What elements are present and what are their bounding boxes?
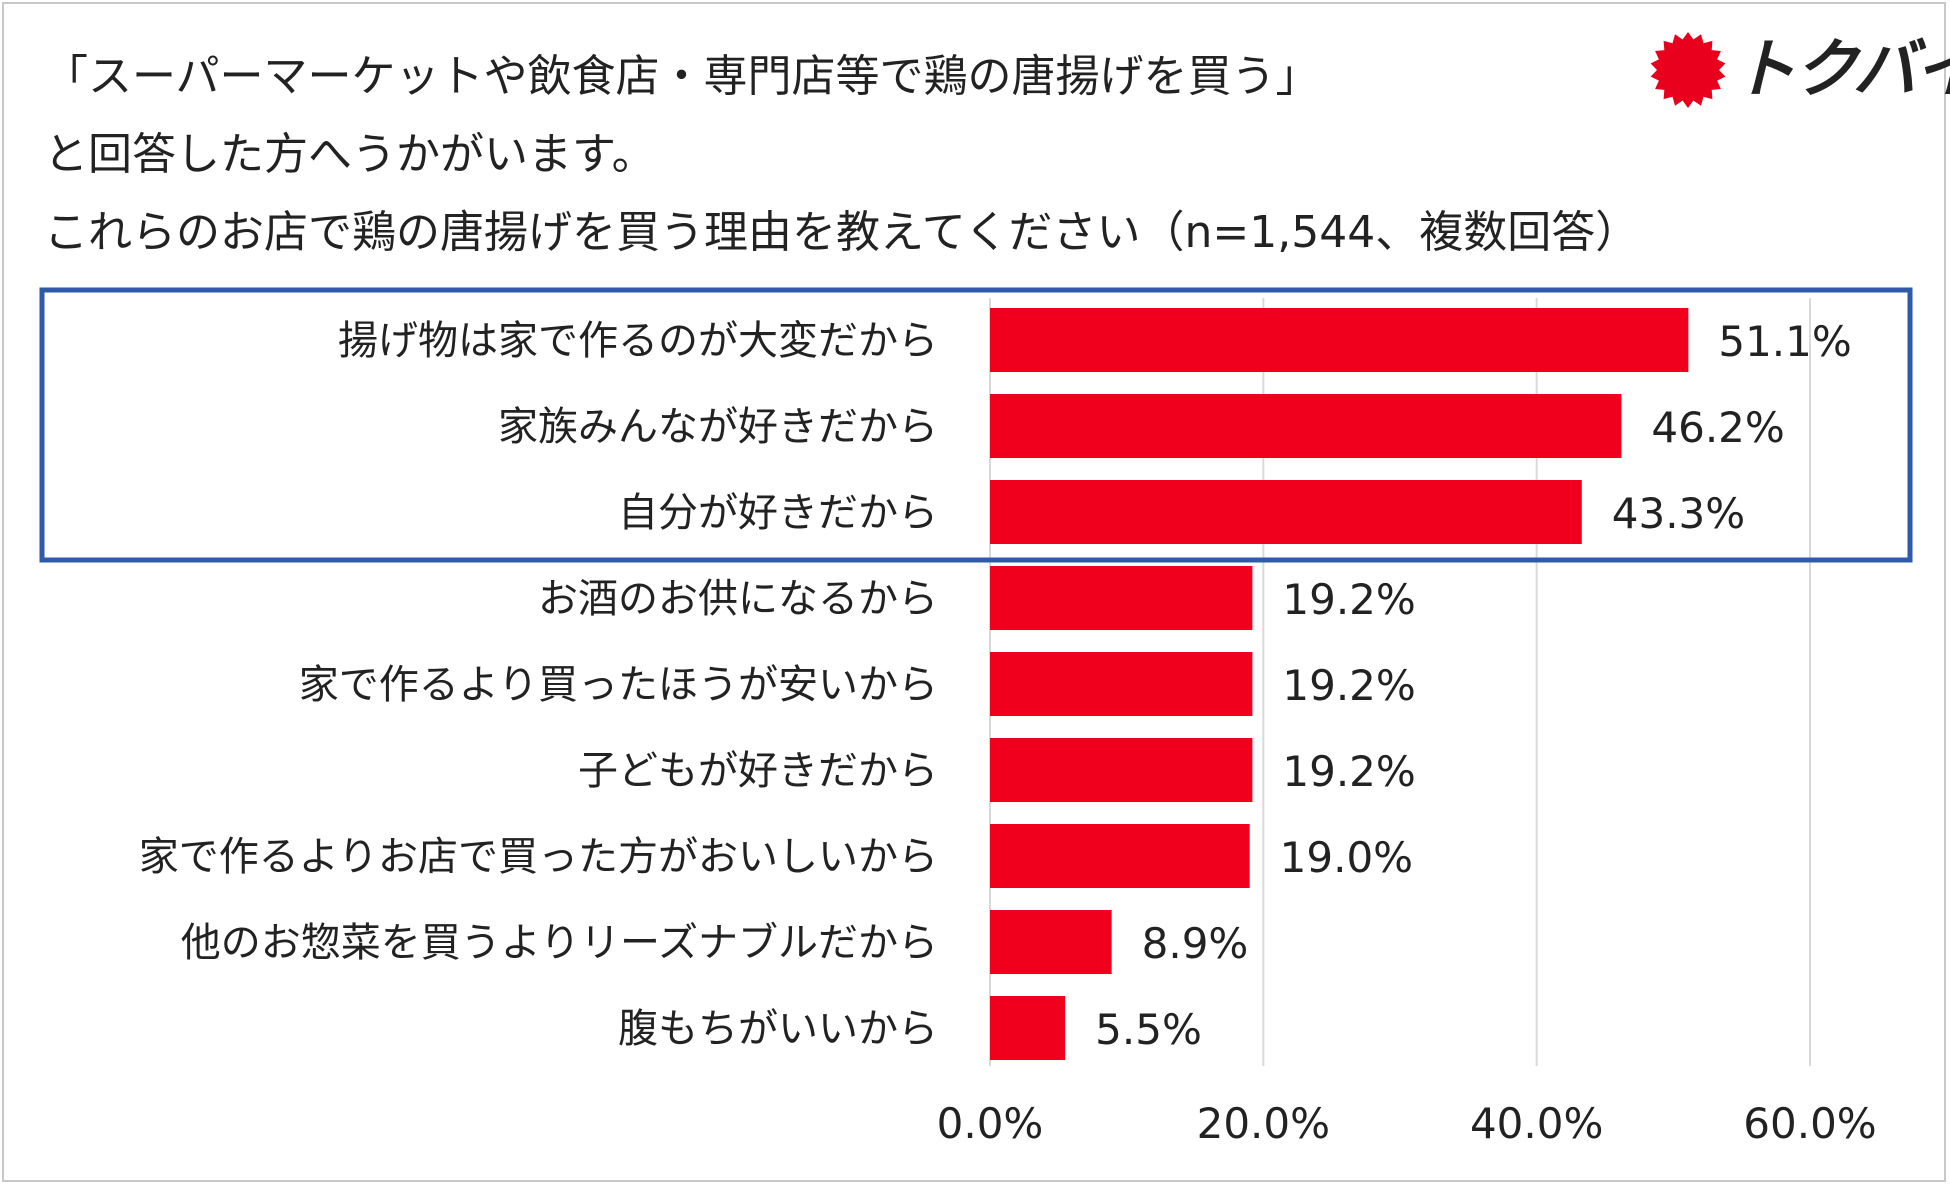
sun-burst-shape: [1650, 32, 1726, 108]
category-label: 家で作るより買ったほうが安いから: [299, 662, 938, 708]
data-label: 46.2%: [1651, 403, 1784, 452]
data-label: 19.2%: [1282, 575, 1415, 624]
bar: [990, 996, 1066, 1060]
bar: [990, 910, 1112, 974]
title-line-3: これらのお店で鶏の唐揚げを買う理由を教えてください（n=1,544、複数回答）: [44, 207, 1640, 258]
category-label: 自分が好きだから: [618, 490, 938, 536]
tokubai-logo: トクバイ: [1648, 28, 1950, 112]
category-label: 子どもが好きだから: [578, 748, 938, 794]
category-label: 腹もちがいいから: [618, 1006, 938, 1052]
bar: [990, 308, 1689, 372]
data-label: 19.2%: [1282, 661, 1415, 710]
category-label: 家で作るよりお店で買った方がおいしいから: [139, 834, 938, 880]
bar: [990, 566, 1253, 630]
x-tick-label: 40.0%: [1470, 1099, 1603, 1148]
data-label: 43.3%: [1612, 489, 1745, 538]
data-label: 5.5%: [1095, 1005, 1202, 1054]
category-label: 他のお惣菜を買うよりリーズナブルだから: [181, 920, 938, 966]
bar: [990, 480, 1582, 544]
x-tick-label: 60.0%: [1743, 1099, 1876, 1148]
sun-burst-icon: [1650, 32, 1726, 108]
category-label: お酒のお供になるから: [538, 576, 938, 622]
title-line-1: 「スーパーマーケットや飲食店・専門店等で鶏の唐揚げを買う」: [44, 51, 1320, 102]
x-tick-label: 0.0%: [937, 1099, 1044, 1148]
bar: [990, 824, 1250, 888]
data-label: 19.2%: [1282, 747, 1415, 796]
highlight-box: [39, 287, 1913, 563]
category-label: 揚げ物は家で作るのが大変だから: [338, 318, 938, 364]
title-line-2: と回答した方へうかがいます。: [44, 129, 656, 180]
data-label: 8.9%: [1142, 919, 1249, 968]
data-label: 19.0%: [1280, 833, 1413, 882]
x-tick-label: 20.0%: [1197, 1099, 1330, 1148]
logo-text: トクバイ: [1732, 33, 1950, 107]
bar: [990, 394, 1622, 458]
data-label: 51.1%: [1718, 317, 1851, 366]
bar: [990, 738, 1253, 802]
category-label: 家族みんなが好きだから: [498, 404, 938, 450]
bar: [990, 652, 1253, 716]
